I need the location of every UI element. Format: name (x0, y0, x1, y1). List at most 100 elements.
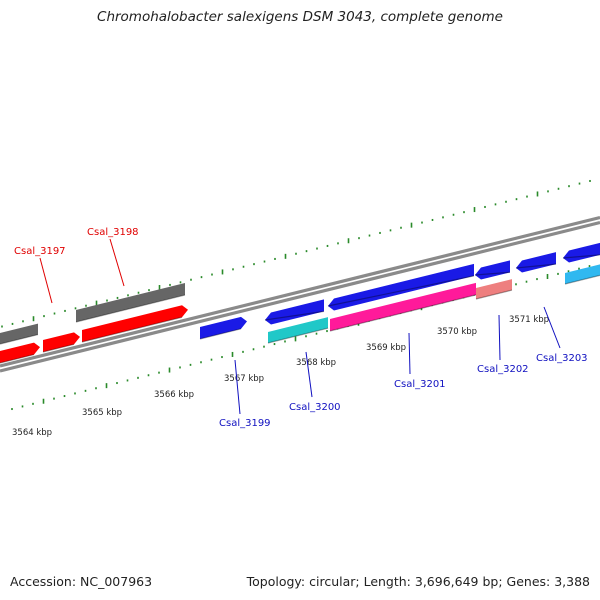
minor-tick (326, 330, 328, 333)
minor-tick (189, 363, 192, 366)
feature-blue-3201-body (328, 263, 474, 311)
major-tick (32, 316, 35, 322)
minor-tick (84, 389, 87, 392)
feature-sky (564, 264, 600, 285)
feature-cyan-body (268, 317, 328, 343)
feature-red-2-body (43, 332, 80, 352)
feature-red-1-shade (0, 354, 35, 364)
leader-line (408, 332, 411, 375)
major-tick (536, 191, 539, 197)
leader-line (305, 351, 313, 398)
minor-tick (431, 218, 434, 221)
minor-tick (305, 250, 308, 253)
minor-tick (505, 200, 507, 203)
major-tick (410, 222, 413, 228)
feature-blue-next-body (563, 242, 600, 263)
feature-salmon-body (476, 279, 512, 299)
minor-tick (210, 358, 213, 361)
tick-label: 3569 kbp (366, 343, 406, 353)
minor-tick (53, 312, 56, 315)
minor-tick (232, 268, 234, 271)
minor-tick (358, 237, 360, 240)
leader-line (234, 359, 241, 415)
feature-grey-2 (75, 283, 186, 323)
gene-label: Csal_3202 (477, 364, 529, 375)
backbone-line-inner (0, 220, 600, 373)
minor-tick (179, 366, 181, 369)
major-tick (221, 269, 224, 275)
minor-tick (158, 371, 160, 374)
major-tick (168, 367, 171, 373)
minor-tick (589, 179, 591, 182)
minor-tick (106, 299, 108, 302)
minor-tick (484, 205, 486, 208)
feature-blue-3199-shade (199, 328, 242, 340)
feature-blue-3202-body (475, 260, 510, 280)
minor-tick (295, 252, 297, 255)
minor-tick (567, 270, 570, 273)
minor-tick (116, 296, 119, 299)
minor-tick (11, 322, 14, 325)
feature-cyan-shade (267, 327, 329, 344)
feature-blue-3202 (474, 260, 511, 280)
minor-tick (315, 332, 318, 335)
feature-blue-3201 (327, 263, 475, 311)
minor-tick (221, 356, 223, 359)
tick-label: 3568 kbp (296, 358, 336, 368)
minor-tick (588, 265, 591, 268)
minor-tick (389, 229, 392, 232)
minor-tick (137, 376, 139, 379)
minor-tick (242, 265, 245, 268)
topology-stats-text: Topology: circular; Length: 3,696,649 bp… (246, 574, 590, 589)
major-tick (473, 207, 476, 213)
minor-tick (169, 283, 171, 286)
tick-label: 3570 kbp (437, 327, 477, 337)
feature-red-1-body (0, 342, 40, 363)
tick-labels: 3564 kbp 3565 kbp 3566 kbp 3567 kbp 3568 kbp… (12, 315, 549, 438)
minor-tick (137, 291, 140, 294)
minor-tick (190, 278, 192, 281)
feature-grey-2-body (76, 283, 185, 322)
feature-magenta-body (330, 282, 476, 331)
minor-tick (21, 405, 24, 408)
minor-tick (305, 335, 307, 338)
minor-tick (525, 280, 528, 283)
feature-blue-3200 (264, 299, 325, 325)
minor-tick (536, 278, 538, 281)
minor-tick (74, 392, 76, 395)
minor-tick (337, 242, 339, 245)
minor-tick (95, 387, 97, 390)
minor-tick (64, 309, 66, 312)
accession-text: Accession: NC_007963 (10, 574, 153, 589)
feature-sky-shade (564, 274, 600, 285)
feature-blue-3199 (199, 316, 247, 340)
minor-tick (368, 234, 371, 237)
minor-tick (379, 231, 381, 234)
major-tick (294, 336, 297, 342)
feature-grey-1-body (0, 323, 38, 344)
minor-tick (211, 273, 213, 276)
minor-tick (515, 283, 517, 286)
minor-tick (274, 257, 276, 260)
leader-line (498, 314, 501, 361)
gene-labels: Csal_3197 Csal_3198 Csal_3199 Csal_3200 Csal… (14, 227, 588, 429)
minor-tick (147, 374, 150, 377)
minor-tick (200, 361, 202, 364)
major-tick (284, 253, 287, 259)
tick-label: 3571 kbp (509, 315, 549, 325)
feature-grey-1 (0, 323, 39, 345)
major-tick (105, 383, 108, 389)
major-tick (231, 351, 234, 357)
minor-tick (148, 289, 150, 292)
feature-grey-2-shade (75, 294, 186, 323)
feature-red-2-shade (42, 343, 75, 353)
genome-backbone (0, 215, 600, 373)
feature-blue-next-shade (562, 254, 600, 259)
minor-tick (284, 340, 286, 343)
gene-label: Csal_3199 (219, 418, 271, 429)
minor-tick (179, 281, 182, 284)
minor-tick (22, 320, 24, 323)
minor-tick (400, 226, 402, 229)
tick-label: 3565 kbp (82, 408, 122, 418)
minor-tick (263, 260, 266, 263)
